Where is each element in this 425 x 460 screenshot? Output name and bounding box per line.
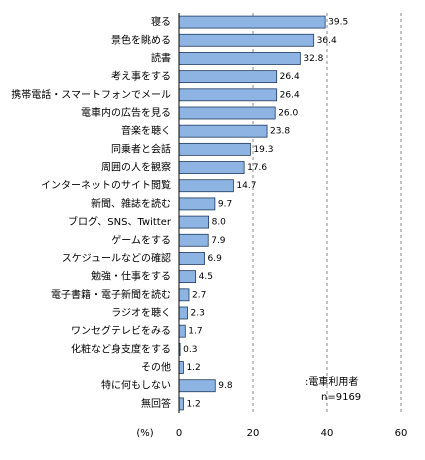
y-tick-label: 読書 — [151, 51, 171, 64]
bar — [178, 161, 245, 174]
bar — [178, 52, 301, 65]
y-tick-label: 景色を眺める — [111, 33, 171, 46]
data-label: 1.7 — [188, 327, 202, 337]
data-label: 6.9 — [208, 254, 223, 264]
y-tick-label: 勉強・仕事をする — [91, 270, 171, 283]
bar — [178, 33, 315, 47]
data-label: 32.8 — [303, 54, 323, 64]
bar — [178, 324, 186, 338]
data-label: 17.6 — [247, 163, 267, 173]
y-tick-label: スケジュールなどの確認 — [62, 251, 171, 264]
bar — [178, 361, 184, 374]
y-tick-label: 電車内の広告を見る — [81, 106, 171, 119]
bar — [178, 15, 326, 29]
y-tick-label: ブログ、SNS、Twitter — [68, 215, 172, 228]
data-label: 7.9 — [211, 236, 226, 246]
y-tick-label: ゲームをする — [111, 234, 171, 246]
x-tick-label: 0 — [176, 428, 182, 439]
data-label: 14.7 — [236, 181, 256, 191]
bar — [178, 197, 216, 211]
y-tick-label: 寝る — [151, 15, 171, 28]
y-tick-label: 考え事をする — [111, 70, 171, 83]
x-tick-label: 60 — [395, 428, 408, 439]
bar — [178, 379, 216, 393]
bar — [178, 397, 184, 411]
bar — [178, 215, 210, 229]
data-label: 26.4 — [280, 90, 300, 100]
data-label: 0.3 — [183, 345, 197, 355]
data-label: 9.7 — [218, 199, 232, 209]
data-label: 2.3 — [191, 309, 205, 319]
bar — [178, 306, 188, 320]
data-label: 2.7 — [192, 290, 206, 300]
y-tick-label: 携帯電話・スマートフォンでメール — [11, 88, 171, 101]
bar — [178, 179, 234, 193]
bar — [178, 106, 276, 120]
y-tick-label: その他 — [141, 361, 171, 374]
x-axis-label: (%) — [136, 428, 153, 439]
bar — [178, 70, 278, 84]
data-label: 23.8 — [270, 127, 290, 137]
y-tick-label: 音楽を聴く — [121, 124, 171, 137]
bar — [178, 88, 278, 102]
bar — [178, 142, 251, 156]
y-tick-label: 同乗者と会話 — [111, 142, 171, 155]
y-tick-label: インターネットのサイト閲覧 — [41, 180, 171, 192]
bar — [178, 252, 205, 265]
data-label: 1.2 — [186, 399, 200, 409]
y-tick-label: 特に何もしない — [101, 379, 171, 392]
data-label: 36.4 — [317, 36, 337, 46]
annotation: :電車利用者 — [305, 375, 358, 388]
data-label: 26.0 — [278, 109, 298, 119]
y-tick-label: 新聞、雑誌を読む — [91, 197, 171, 210]
x-tick-label: 40 — [321, 428, 334, 439]
annotation: n=9169 — [321, 392, 361, 403]
bar — [178, 233, 209, 247]
bar — [178, 124, 268, 138]
bar — [178, 288, 190, 302]
data-label: 1.2 — [186, 363, 200, 373]
data-label: 26.4 — [280, 72, 300, 82]
y-tick-label: 化粧など身支度をする — [71, 342, 171, 355]
y-tick-label: 電子書籍・電子新聞を読む — [51, 288, 171, 301]
y-tick-label: ワンセグテレビをみる — [71, 324, 171, 337]
bar — [178, 270, 197, 284]
data-label: 8.0 — [212, 218, 227, 228]
data-label: 9.8 — [218, 381, 233, 391]
y-tick-label: ラジオを聴く — [111, 307, 171, 319]
data-label: 39.5 — [328, 18, 348, 28]
y-tick-label: 周囲の人を観察 — [101, 161, 171, 174]
y-tick-label: 無回答 — [141, 397, 171, 410]
data-label: 19.3 — [253, 145, 273, 155]
data-label: 4.5 — [199, 272, 213, 282]
x-tick-label: 20 — [247, 428, 260, 439]
